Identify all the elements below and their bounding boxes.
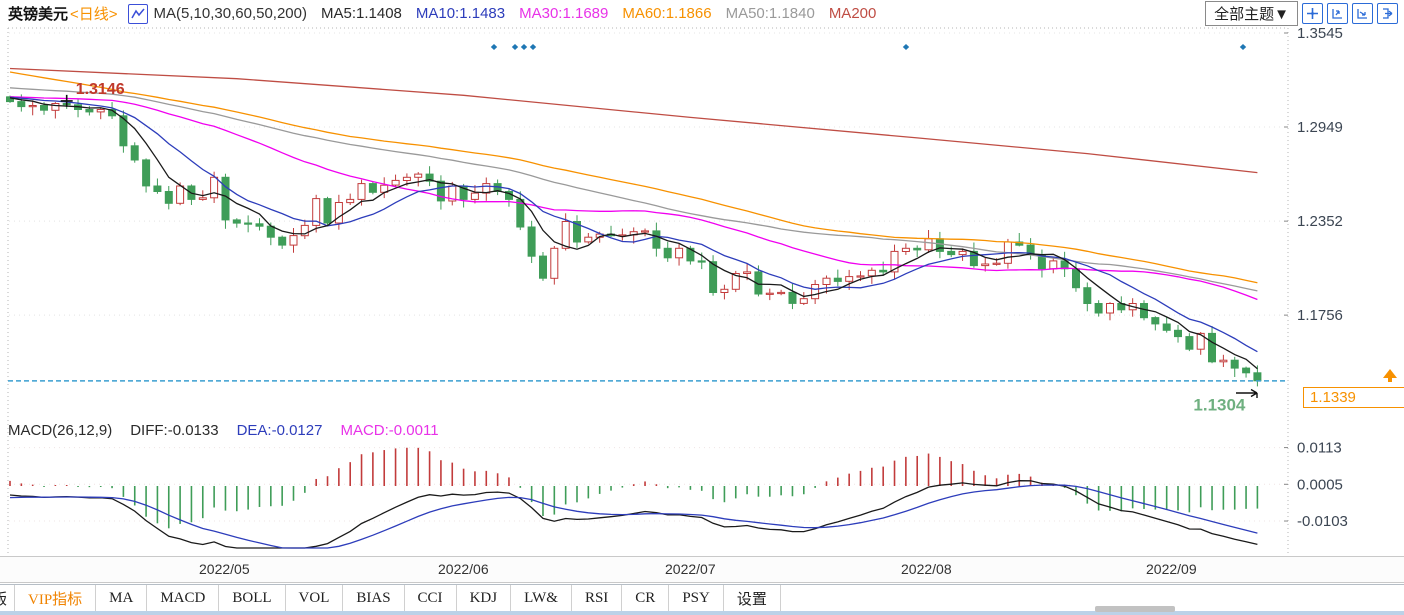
x-axis-label: 2022/06	[438, 561, 489, 577]
symbol-name: 英镑美元	[8, 6, 69, 23]
indicator-toolbar: 版VIP指标MAMACDBOLLVOLBIASCCIKDJLW&RSICRPSY…	[0, 584, 1404, 611]
grid-and-axes: 1.3545 1.2949 1.2352 1.1756 0.0113 0.0005 -0.0…	[7, 25, 1348, 555]
price-up-arrow	[1383, 369, 1397, 378]
ma30-line	[9, 96, 1258, 301]
price-axis-tick: 1.3545	[1297, 25, 1343, 42]
indicator-zigzag-icon	[127, 3, 148, 24]
ma60-line	[9, 71, 1258, 284]
macd-title: MACD(26,12,9)	[8, 421, 113, 439]
legend-ma60: MA60:1.1866	[622, 5, 712, 22]
toolbar-item-BOLL[interactable]: BOLL	[219, 585, 286, 611]
macd-diff-value: DIFF:-0.0133	[130, 421, 219, 439]
ma50-line	[9, 87, 1258, 292]
macd-axis-tick: 0.0113	[1297, 440, 1342, 457]
x-axis-label: 2022/07	[665, 561, 716, 577]
header-controls: 全部主题▼	[1205, 1, 1398, 26]
macd-diff-line	[9, 480, 1258, 549]
price-axis-tick: 1.2352	[1297, 213, 1343, 230]
legend-ma30: MA30:1.1689	[519, 5, 609, 22]
price-axis-tick: 1.1756	[1297, 307, 1343, 324]
crosshair-icon[interactable]	[1302, 3, 1323, 24]
legend-ma200: MA200	[828, 5, 877, 22]
x-axis: 2022/05 2022/06 2022/07 2022/08 2022/09	[0, 556, 1404, 583]
toolbar-item-CR[interactable]: CR	[622, 585, 670, 611]
high-price-label: 1.3146	[76, 81, 125, 98]
x-axis-label: 2022/05	[199, 561, 250, 577]
macd-macd-value: MACD:-0.0011	[340, 421, 439, 439]
pan-right-icon[interactable]	[1377, 3, 1398, 24]
fit-vertical-scale-icon[interactable]	[1327, 3, 1348, 24]
horizontal-scrollbar-thumb[interactable]	[1095, 606, 1175, 612]
chart-header: 英镑美元 <日线> MA(5,10,30,60,50,200) MA5:1.14…	[0, 0, 1404, 27]
toolbar-item-RSI[interactable]: RSI	[572, 585, 623, 611]
macd-dea-line	[9, 484, 1258, 549]
toolbar-item-PSY[interactable]: PSY	[669, 585, 724, 611]
ma10-line	[9, 96, 1258, 353]
price-axis-tick: 1.2949	[1297, 119, 1343, 136]
high-cross-marker	[60, 94, 73, 107]
period-label: <日线>	[70, 6, 118, 23]
candles	[6, 94, 1262, 387]
macd-panel	[9, 447, 1259, 549]
ma200-line	[9, 67, 1258, 174]
ma-group-label: MA(5,10,30,60,50,200)	[153, 5, 307, 22]
macd-dea-value: DEA:-0.0127	[236, 421, 323, 439]
x-axis-label: 2022/09	[1146, 561, 1197, 577]
macd-axis-tick: -0.0103	[1297, 513, 1348, 530]
macd-axis-tick: 0.0005	[1297, 476, 1343, 493]
theme-dropdown[interactable]: 全部主题▼	[1205, 1, 1298, 26]
current-price-label: 1.1339	[1310, 389, 1356, 406]
legend-ma50: MA50:1.1840	[725, 5, 815, 22]
cursor-arrow-marker	[1236, 388, 1258, 398]
toolbar-item-VOL[interactable]: VOL	[286, 585, 344, 611]
x-axis-label: 2022/08	[901, 561, 952, 577]
toolbar-item-MACD[interactable]: MACD	[147, 585, 220, 611]
event-dot-markers	[490, 44, 1247, 50]
toolbar-item-设置[interactable]: 设置	[724, 585, 781, 611]
low-price-label: 1.1304	[1193, 395, 1246, 414]
legend-ma5: MA5:1.1408	[320, 5, 402, 22]
current-price-box: 1.1339	[1303, 387, 1404, 408]
ma-lines	[9, 67, 1258, 370]
legend-ma10: MA10:1.1483	[415, 5, 506, 22]
toolbar-item-CCI[interactable]: CCI	[405, 585, 457, 611]
toolbar-item-BIAS[interactable]: BIAS	[343, 585, 405, 611]
ma5-line	[9, 97, 1258, 370]
toolbar-item-LW&[interactable]: LW&	[511, 585, 572, 611]
toolbar-item-clipped[interactable]: 版	[0, 585, 15, 611]
toolbar-item-VIP指标[interactable]: VIP指标	[15, 585, 97, 611]
fit-horizontal-scale-icon[interactable]	[1352, 3, 1373, 24]
toolbar-item-KDJ[interactable]: KDJ	[457, 585, 512, 611]
ma-legend: MA5:1.1408 MA10:1.1483 MA30:1.1689 MA60:1.1…	[321, 5, 876, 22]
chart-annotations: 1.3146 1.1304	[8, 81, 1397, 414]
toolbar-item-MA[interactable]: MA	[96, 585, 148, 611]
window-bottom-edge	[0, 611, 1404, 615]
macd-legend: MACD(26,12,9) DIFF:-0.0133 DEA:-0.0127 M…	[8, 419, 439, 441]
